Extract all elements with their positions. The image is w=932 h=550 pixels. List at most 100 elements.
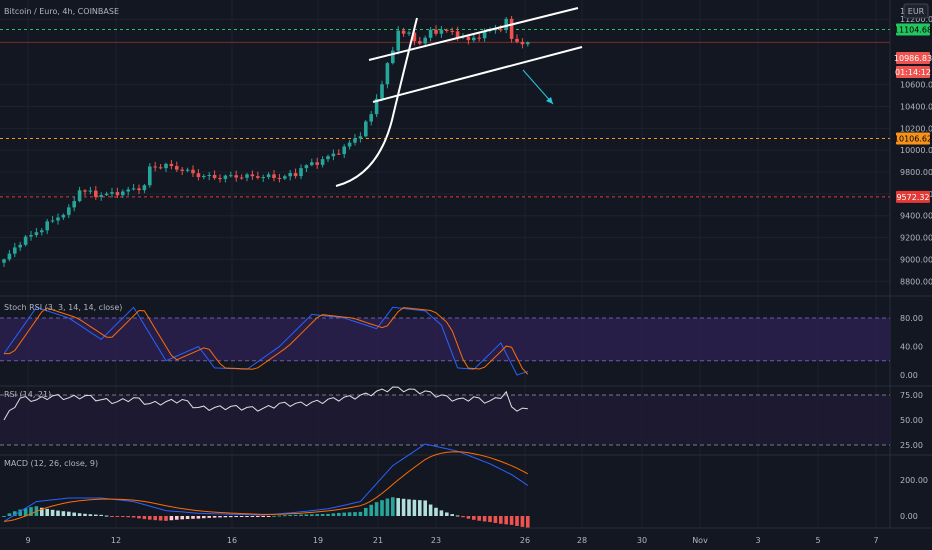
macd-histogram-bar	[342, 512, 346, 516]
macd-histogram-bar	[445, 512, 449, 516]
macd-histogram-bar	[466, 516, 471, 519]
time-tick-label: 7	[873, 536, 878, 545]
macd-histogram-bar	[369, 504, 373, 516]
macd-histogram-bar	[374, 502, 379, 516]
symbol-title[interactable]: Bitcoin / Euro, 4h, COINBASE	[4, 7, 119, 16]
candle-body	[283, 176, 287, 179]
drawings[interactable]	[335, 7, 583, 187]
macd-histogram-bar	[331, 513, 336, 516]
grid	[0, 0, 932, 529]
macd-histogram-bar	[520, 516, 525, 527]
candle-body	[104, 193, 109, 196]
candle-body	[45, 221, 49, 231]
price-tick-label: 9800.00	[900, 168, 932, 177]
macd-histogram-bar	[293, 514, 298, 516]
horizontal-levels[interactable]	[0, 29, 890, 198]
candle-body	[131, 188, 136, 190]
macd-histogram-bar	[283, 515, 287, 517]
macd-histogram-bar	[126, 516, 130, 518]
candle-body	[320, 159, 325, 165]
candle-body	[196, 173, 201, 178]
candle-body	[331, 153, 336, 157]
time-tick-label: 12	[111, 536, 121, 545]
macd-histogram-bar	[99, 514, 103, 516]
macd-histogram-bar	[461, 516, 465, 518]
price-tick-label: 10600.00	[900, 81, 932, 90]
candle-body	[358, 136, 363, 139]
candle-body	[369, 114, 373, 122]
macd-histogram-bar	[77, 513, 82, 516]
candle-body	[472, 37, 476, 41]
candle-body	[191, 169, 195, 174]
stoch-band	[0, 318, 890, 361]
price-label-tag[interactable]	[896, 23, 930, 36]
candle-body	[180, 169, 184, 171]
candle-body	[482, 30, 487, 39]
macd-histogram-bar	[423, 500, 427, 516]
candle-body	[148, 166, 152, 186]
macd-histogram-bar	[153, 516, 157, 521]
candle-body	[455, 31, 460, 38]
candle-body	[158, 167, 163, 169]
macd-histogram-bar	[29, 507, 33, 516]
price-tick-label-partial: 1	[900, 7, 905, 16]
stoch-tick-label: 40.00	[900, 343, 923, 352]
macd-label[interactable]: MACD (12, 26, close, 9)	[4, 459, 98, 468]
candle-body	[401, 30, 406, 34]
macd-histogram-bar	[88, 514, 93, 516]
candle-body	[18, 244, 22, 248]
price-label-text: 10986.83	[894, 54, 932, 63]
macd-histogram-bar	[261, 516, 265, 517]
macd-histogram-bar	[347, 512, 352, 516]
candle-body	[13, 247, 17, 254]
macd-histogram-bar	[131, 516, 136, 518]
rsi-tick-label: 75.00	[900, 391, 923, 400]
candle-body	[304, 165, 309, 169]
candle-body	[67, 207, 71, 215]
macd-histogram-bar	[428, 504, 433, 516]
macd-histogram-bar	[337, 512, 341, 516]
candle-body	[434, 29, 438, 34]
stoch-d-line	[4, 307, 529, 375]
candle-body	[7, 253, 12, 260]
channel-lower-line[interactable]	[372, 46, 583, 103]
candle-body	[374, 98, 379, 115]
macd-histogram-bar	[45, 508, 49, 516]
rsi-label[interactable]: RSI (14, 21)	[4, 390, 51, 399]
macd-histogram-bar	[472, 516, 476, 520]
candle-body	[94, 190, 98, 197]
macd-histogram-bar	[239, 516, 244, 517]
currency-badge[interactable]	[903, 3, 929, 19]
macd-histogram-bar	[504, 516, 508, 525]
candle-body	[396, 30, 400, 51]
price-label-tag[interactable]	[896, 132, 930, 145]
candle-body	[137, 188, 141, 191]
candle-body	[315, 162, 319, 165]
candle-body	[391, 50, 395, 64]
candle-body	[99, 195, 103, 197]
macd-histogram-bar	[104, 515, 109, 517]
parabolic-curve[interactable]	[335, 17, 418, 187]
price-label-tag[interactable]	[896, 52, 930, 64]
macd-histogram-bar	[56, 510, 60, 516]
candle-body	[126, 189, 130, 192]
macd-histogram-bar	[191, 516, 195, 519]
price-label-tag[interactable]	[896, 66, 930, 78]
price-label-tag[interactable]	[896, 190, 930, 203]
candle-body	[115, 192, 120, 196]
macd-histogram-bar	[13, 511, 17, 516]
rsi-tick-label: 25.00	[900, 441, 923, 450]
candle-body	[261, 177, 265, 179]
projection-arrow[interactable]	[522, 69, 554, 105]
macd-histogram-bar	[407, 499, 411, 516]
candle-body	[509, 18, 514, 39]
channel-upper-line[interactable]	[368, 7, 579, 61]
stoch-rsi-label[interactable]: Stoch RSI (3, 3, 14, 14, close)	[4, 303, 122, 312]
time-tick-label: 26	[520, 536, 530, 545]
macd-histogram-bar	[158, 516, 163, 521]
candle-body	[250, 174, 255, 177]
price-label-text: 11104.68	[894, 26, 932, 35]
time-tick-label: Nov	[692, 536, 708, 545]
candle-body	[50, 220, 55, 222]
price-tick-label: 10400.00	[900, 102, 932, 111]
